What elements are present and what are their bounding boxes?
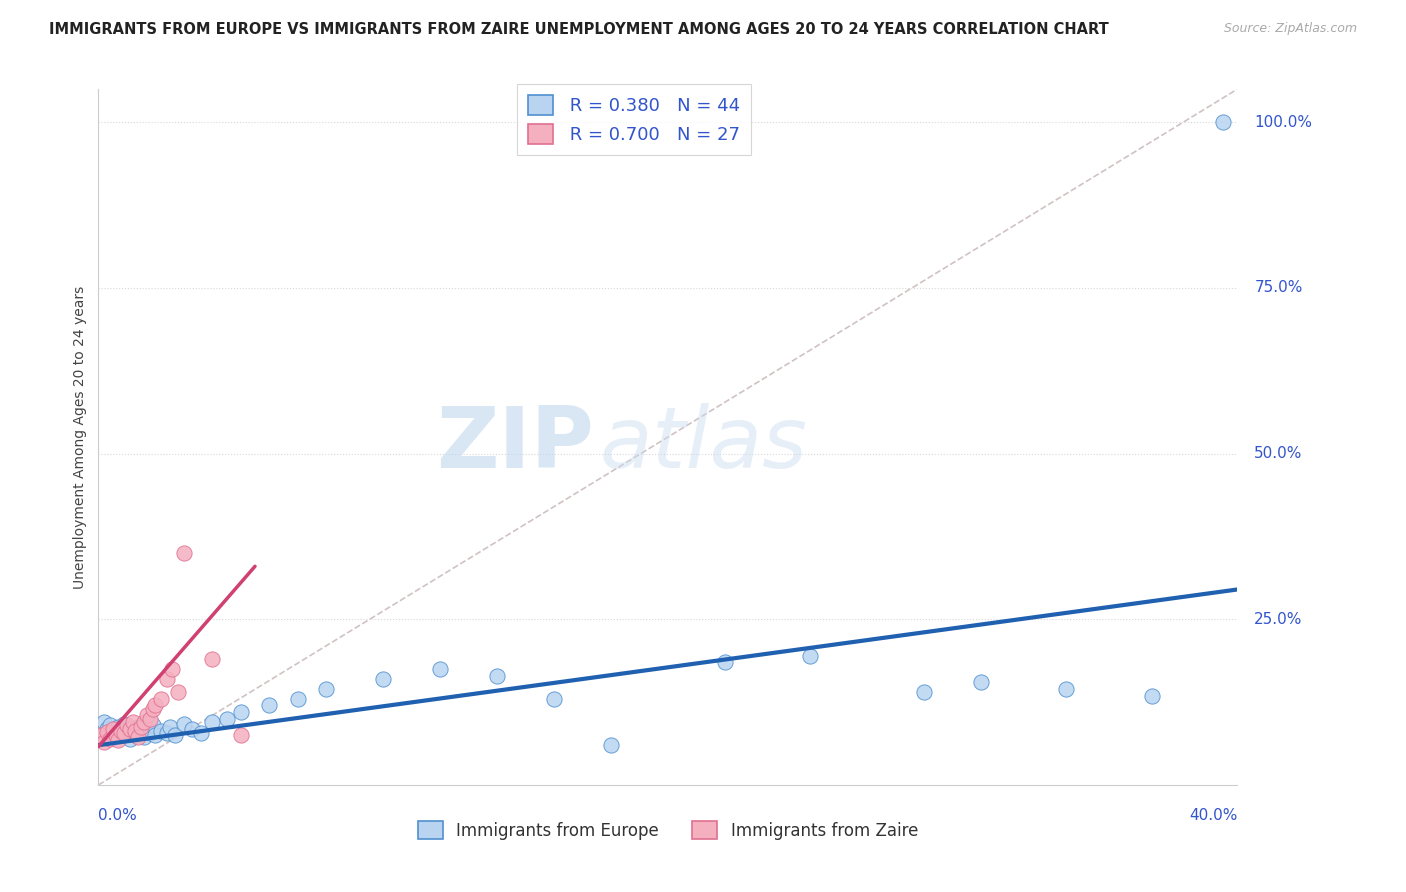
Point	[135, 722, 157, 736]
Point	[181, 722, 204, 736]
Point	[110, 726, 132, 740]
Text: 25.0%: 25.0%	[1254, 612, 1303, 627]
Point	[315, 681, 337, 696]
Point	[1212, 115, 1234, 129]
Point	[162, 662, 184, 676]
Point	[107, 732, 129, 747]
Y-axis label: Unemployment Among Ages 20 to 24 years: Unemployment Among Ages 20 to 24 years	[73, 285, 87, 589]
Point	[98, 731, 121, 746]
Point	[165, 728, 187, 742]
Point	[138, 726, 160, 740]
Point	[145, 728, 167, 742]
Point	[912, 685, 935, 699]
Point	[259, 698, 281, 713]
Point	[201, 714, 224, 729]
Point	[118, 722, 141, 736]
Point	[714, 656, 737, 670]
Point	[543, 691, 565, 706]
Point	[107, 720, 129, 734]
Point	[93, 735, 115, 749]
Point	[229, 705, 252, 719]
Point	[373, 672, 395, 686]
Point	[129, 725, 152, 739]
Point	[429, 662, 451, 676]
Text: 0.0%: 0.0%	[98, 808, 138, 823]
Text: 100.0%: 100.0%	[1254, 115, 1312, 130]
Point	[124, 728, 146, 742]
Point	[96, 722, 118, 736]
Point	[96, 725, 118, 739]
Point	[98, 718, 121, 732]
Point	[112, 726, 135, 740]
Point	[127, 720, 149, 734]
Point	[190, 726, 212, 740]
Text: ZIP: ZIP	[436, 402, 593, 485]
Point	[115, 718, 138, 732]
Point	[129, 720, 152, 734]
Text: Source: ZipAtlas.com: Source: ZipAtlas.com	[1223, 22, 1357, 36]
Point	[201, 652, 224, 666]
Text: 50.0%: 50.0%	[1254, 446, 1303, 461]
Point	[141, 718, 163, 732]
Point	[141, 702, 163, 716]
Point	[150, 691, 173, 706]
Point	[121, 714, 143, 729]
Point	[115, 722, 138, 736]
Point	[486, 668, 509, 682]
Text: 40.0%: 40.0%	[1189, 808, 1237, 823]
Point	[138, 712, 160, 726]
Point	[118, 731, 141, 746]
Point	[167, 685, 190, 699]
Text: atlas: atlas	[599, 402, 807, 485]
Point	[104, 728, 127, 742]
Point	[101, 725, 124, 739]
Point	[1140, 689, 1163, 703]
Point	[132, 731, 155, 745]
Point	[799, 648, 821, 663]
Point	[101, 722, 124, 736]
Point	[112, 717, 135, 731]
Legend: Immigrants from Europe, Immigrants from Zaire: Immigrants from Europe, Immigrants from …	[411, 814, 925, 847]
Point	[1056, 681, 1078, 696]
Point	[104, 728, 127, 742]
Point	[110, 723, 132, 738]
Point	[145, 698, 167, 713]
Point	[135, 708, 157, 723]
Point	[156, 672, 179, 686]
Point	[215, 712, 238, 726]
Point	[93, 714, 115, 729]
Point	[156, 725, 179, 739]
Point	[150, 723, 173, 738]
Point	[229, 728, 252, 742]
Point	[970, 675, 993, 690]
Point	[90, 728, 112, 742]
Text: IMMIGRANTS FROM EUROPE VS IMMIGRANTS FROM ZAIRE UNEMPLOYMENT AMONG AGES 20 TO 24: IMMIGRANTS FROM EUROPE VS IMMIGRANTS FRO…	[49, 22, 1109, 37]
Point	[287, 691, 309, 706]
Point	[173, 717, 195, 731]
Point	[132, 714, 155, 729]
Point	[173, 546, 195, 560]
Text: 75.0%: 75.0%	[1254, 280, 1303, 295]
Point	[124, 723, 146, 738]
Point	[159, 720, 181, 734]
Point	[127, 731, 149, 745]
Point	[600, 738, 623, 752]
Point	[121, 723, 143, 738]
